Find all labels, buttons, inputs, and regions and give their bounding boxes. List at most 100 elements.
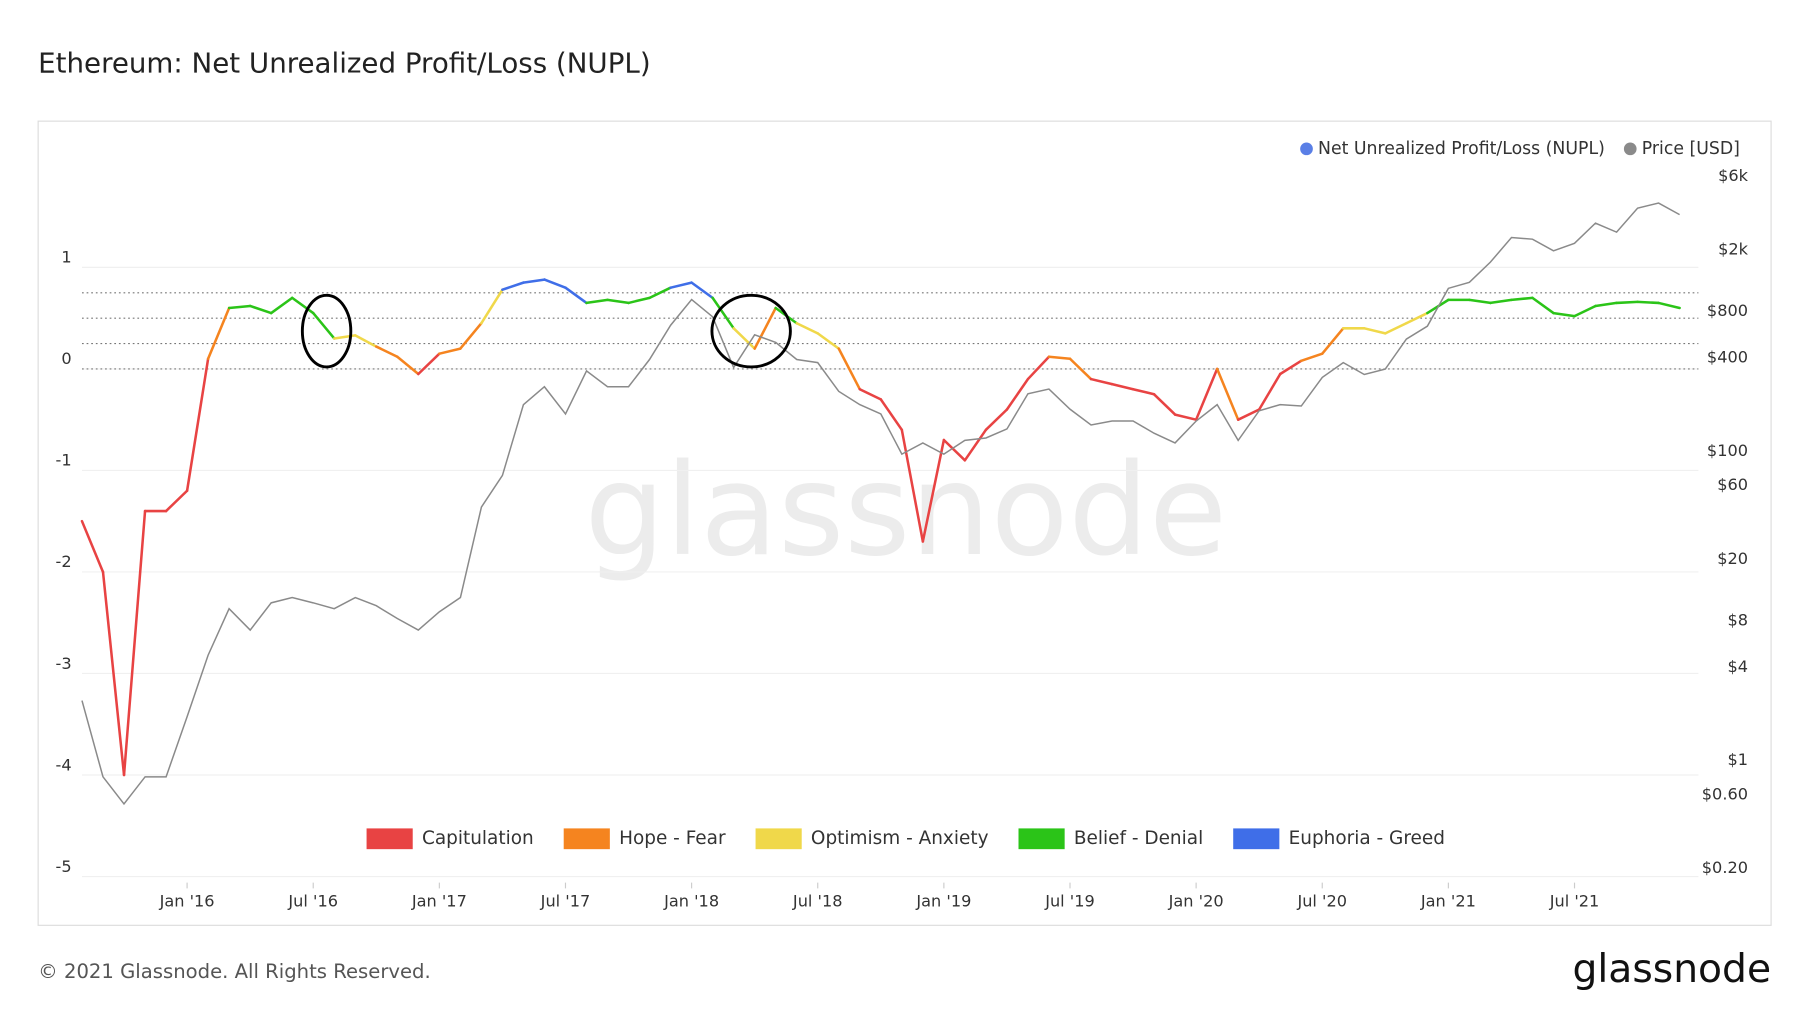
y-tick-label: -4 (56, 755, 72, 774)
nupl-segment (459, 321, 483, 350)
highlight-circle (710, 293, 792, 369)
watermark: glassnode (585, 436, 1228, 584)
x-tick-label: Jan '16 (159, 892, 215, 911)
zone-swatch (1018, 828, 1065, 850)
nupl-segment (648, 286, 672, 300)
nupl-segment (795, 321, 820, 335)
nupl-segment (564, 286, 588, 305)
nupl-segment (1236, 408, 1261, 421)
x-tick-label: Jan '18 (663, 892, 719, 911)
nupl-segment (1594, 301, 1618, 308)
nupl-segment (942, 438, 967, 462)
nupl-segment (206, 306, 231, 361)
nupl-segment (1510, 296, 1534, 302)
nupl-segment (1405, 311, 1429, 325)
nupl-segment (1552, 311, 1576, 318)
zone-swatch (366, 828, 413, 850)
y2-tick-label: $6k (1718, 166, 1749, 185)
x-tick-label: Jul '16 (287, 892, 338, 911)
x-tick-label: Jul '20 (1296, 892, 1347, 911)
nupl-segment (101, 570, 126, 777)
nupl-segment (1531, 296, 1555, 315)
nupl-segment (1152, 393, 1177, 416)
x-tick-label: Jan '19 (915, 892, 971, 911)
y-tick-label: 1 (61, 248, 71, 267)
y2-tick-label: $400 (1707, 348, 1748, 367)
y2-tick-label: $0.20 (1702, 858, 1748, 877)
nupl-segment (80, 519, 105, 574)
nupl-segment (185, 357, 210, 493)
legend-label: Net Unrealized Profit/Loss (NUPL) (1318, 139, 1605, 159)
nupl-segment (732, 327, 756, 350)
x-tick-label: Jan '20 (1168, 892, 1224, 911)
nupl-segment (396, 355, 420, 376)
nupl-segment (438, 347, 462, 355)
footer: © 2021 Glassnode. All Rights Reserved. (38, 960, 431, 983)
zone-label: Belief - Denial (1074, 828, 1203, 849)
y2-tick-label: $100 (1707, 441, 1748, 460)
y-tick-label: -3 (56, 654, 72, 673)
chart-frame (37, 120, 1772, 926)
chart-title: Ethereum: Net Unrealized Profit/Loss (NU… (38, 47, 651, 80)
nupl-segment (375, 345, 399, 358)
nupl-segment (753, 306, 777, 350)
x-tick-label: Jul '21 (1549, 892, 1600, 911)
nupl-segment (1194, 367, 1219, 421)
zone-legend: Capitulation Hope - Fear Optimism - Anxiet… (366, 828, 1445, 850)
logo: glassnode (1573, 947, 1772, 992)
y2-tick-label: $20 (1717, 549, 1748, 568)
nupl-segment (1089, 377, 1114, 386)
x-tick-label: Jan '21 (1420, 892, 1476, 911)
nupl-segment (837, 347, 862, 391)
x-tick-label: Jul '18 (792, 892, 843, 911)
nupl-segment (858, 387, 883, 401)
y-tick-label: -2 (56, 552, 72, 571)
y-tick-label: 0 (61, 349, 71, 368)
y2-tick-label: $1 (1727, 750, 1748, 769)
y2-tick-label: $2k (1718, 240, 1749, 259)
nupl-segment (1657, 301, 1681, 310)
y-tick-label: -5 (56, 857, 72, 876)
price-line (81, 202, 1680, 806)
nupl-segment (711, 296, 735, 330)
zone-swatch (1233, 828, 1280, 850)
legend-marker (1623, 142, 1637, 156)
nupl-segment (522, 278, 546, 284)
plot: -5 -4 -3 -2 -1 0 1 $0.20 $0.60 $1 $4 $8 $20 $60 $100 $4… (56, 139, 1749, 911)
zone-swatch (563, 828, 610, 850)
y2-tick-label: $8 (1727, 610, 1748, 629)
legend-marker (1300, 142, 1313, 156)
nupl-segment (879, 398, 904, 432)
nupl-segment (1573, 304, 1597, 318)
y-tick-label: -1 (56, 451, 72, 470)
nupl-segment (963, 428, 988, 462)
nupl-segment (1173, 413, 1198, 421)
nupl-segment (164, 489, 189, 513)
nupl-segment (543, 278, 567, 289)
x-tick-label: Jul '17 (540, 892, 591, 911)
highlight-circle (300, 293, 353, 369)
nupl-segment (1636, 300, 1660, 305)
nupl-segment (1257, 372, 1282, 411)
nupl-segment (311, 311, 336, 340)
nupl-segment (1110, 382, 1135, 391)
nupl-segment (984, 408, 1009, 432)
nupl-segment (1068, 357, 1093, 381)
nupl-segment (1489, 298, 1513, 305)
nupl-segment (1320, 327, 1345, 355)
nupl-segment (921, 438, 946, 543)
nupl-segment (353, 334, 378, 348)
nupl-segment (627, 296, 651, 305)
nupl-segment (269, 296, 294, 315)
nupl-segment (1299, 352, 1324, 363)
nupl-segment (1468, 298, 1492, 305)
nupl-segment (1384, 321, 1408, 335)
nupl-segment (417, 352, 441, 376)
zone-label: Optimism - Anxiety (811, 828, 989, 849)
nupl-segment (585, 298, 609, 305)
nupl-segment (816, 332, 841, 350)
nupl-segment (606, 298, 630, 305)
zone-swatch (755, 828, 802, 850)
nupl-segment (1363, 327, 1387, 335)
